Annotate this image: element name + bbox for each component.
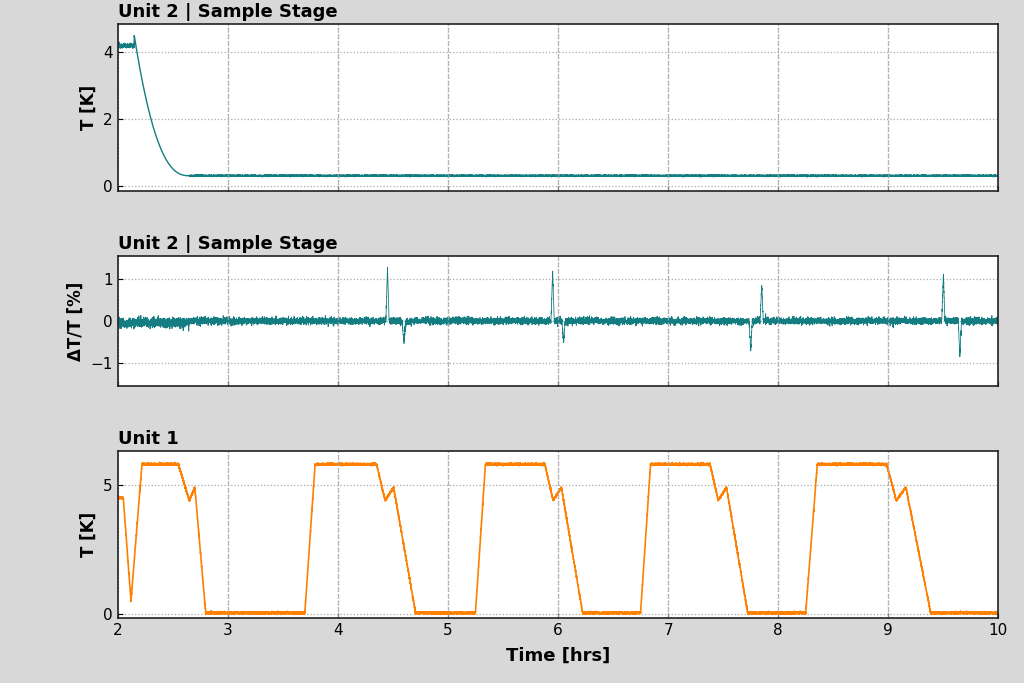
X-axis label: Time [hrs]: Time [hrs] bbox=[506, 646, 610, 665]
Text: Unit 1: Unit 1 bbox=[118, 430, 178, 448]
Text: Unit 2 | Sample Stage: Unit 2 | Sample Stage bbox=[118, 3, 337, 21]
Y-axis label: T [K]: T [K] bbox=[80, 512, 97, 557]
Y-axis label: ΔT/T [%]: ΔT/T [%] bbox=[67, 281, 85, 361]
Y-axis label: T [K]: T [K] bbox=[80, 85, 97, 130]
Text: Unit 2 | Sample Stage: Unit 2 | Sample Stage bbox=[118, 235, 337, 253]
